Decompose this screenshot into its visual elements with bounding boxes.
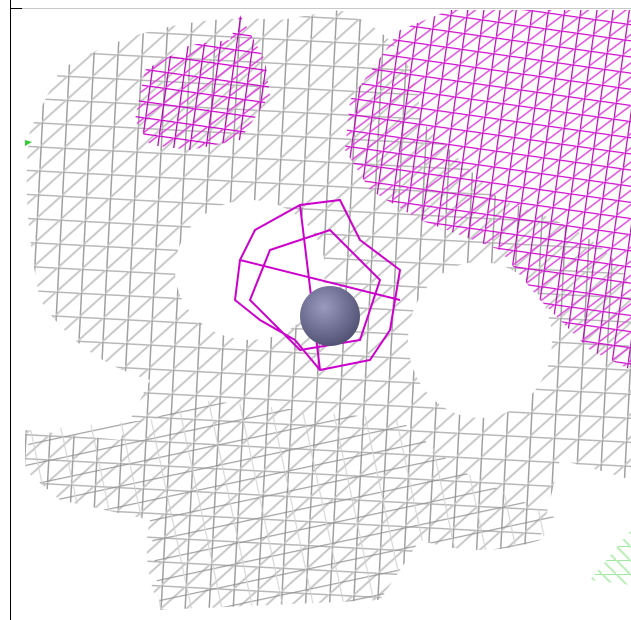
- grey-mesh-shade: [25, 400, 560, 610]
- magenta-mesh-center: [233, 198, 402, 372]
- green-mesh: [590, 530, 631, 585]
- atom-sphere: [300, 286, 360, 346]
- magenta-mesh-left: [135, 15, 270, 150]
- green-mesh-left: [25, 140, 32, 146]
- magenta-mesh: [345, 10, 631, 370]
